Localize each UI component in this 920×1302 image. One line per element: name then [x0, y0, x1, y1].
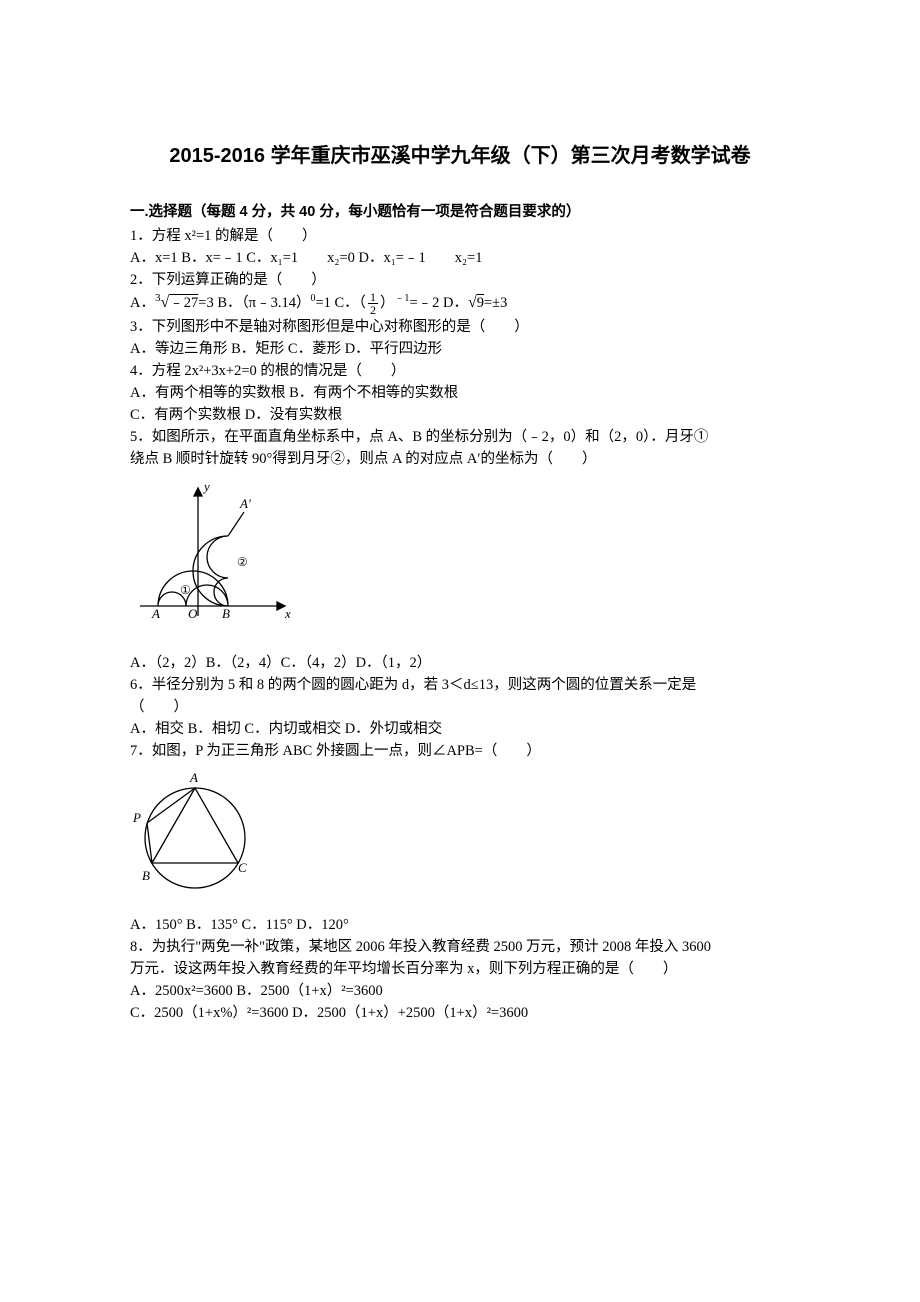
- q7-figure: A B C P: [130, 768, 790, 908]
- q5-figure: y x A O B A′ ① ②: [130, 476, 790, 646]
- q2-text: 2．下列运算正确的是（ ）: [130, 269, 790, 291]
- svg-text:A′: A′: [239, 496, 251, 511]
- fraction-half: 12: [368, 291, 378, 316]
- q8-text-1: 8．为执行"两免一补"政策，某地区 2006 年投入教育经费 2500 万元，预…: [130, 936, 790, 958]
- svg-text:P: P: [132, 810, 141, 825]
- q7-text: 7．如图，P 为正三角形 ABC 外接圆上一点，则∠APB=（ ）: [130, 740, 790, 762]
- q8-options-2: C．2500（1+x%）²=3600 D．2500（1+x）+2500（1+x）…: [130, 1002, 790, 1024]
- eq3: =3: [198, 295, 213, 311]
- sup-neg1: ﹣1: [394, 293, 409, 304]
- q2-options: A．3√﹣27=3 B．（π﹣3.14）0=1 C．（12）﹣1=﹣2 D．√9…: [130, 291, 790, 316]
- q5-text-2: 绕点 B 顺时针旋转 90°得到月牙②，则点 A 的对应点 A′的坐标为（ ）: [130, 448, 790, 470]
- q5-options: A．（2，2）B．（2，4）C．（4，2）D．（1，2）: [130, 652, 790, 674]
- svg-text:C: C: [238, 860, 247, 875]
- q8-options-1: A．2500x²=3600 B．2500（1+x）²=3600: [130, 980, 790, 1002]
- eq-neg2-d: =﹣2 D．: [409, 295, 468, 311]
- q4-options-1: A．有两个相等的实数根 B．有两个不相等的实数根: [130, 382, 790, 404]
- q1-options: A．x=1 B．x=﹣1 C．x₁=1 x₂=0 D．x₁=﹣1 x₂=1: [130, 247, 790, 269]
- svg-text:①: ①: [180, 583, 191, 597]
- svg-text:A: A: [189, 770, 198, 785]
- q6-options: A．相交 B．相切 C．内切或相交 D．外切或相交: [130, 718, 790, 740]
- svg-text:B: B: [222, 606, 230, 621]
- q7-options: A．150° B．135° C．115° D．120°: [130, 914, 790, 936]
- section-header: 一.选择题（每题 4 分，共 40 分，每小题恰有一项是符合题目要求的）: [130, 200, 790, 221]
- svg-text:O: O: [188, 606, 198, 621]
- eq-pm3: =±3: [484, 295, 507, 311]
- q3-text: 3．下列图形中不是轴对称图形但是中心对称图形的是（ ）: [130, 316, 790, 338]
- svg-text:y: y: [202, 479, 210, 494]
- svg-text:x: x: [284, 606, 291, 621]
- q3-options: A．等边三角形 B．矩形 C．菱形 D．平行四边形: [130, 338, 790, 360]
- q5-text-1: 5．如图所示，在平面直角坐标系中，点 A、B 的坐标分别为（﹣2，0）和（2，0…: [130, 426, 790, 448]
- q2-opt-a-prefix: A．: [130, 295, 155, 311]
- q6-text-2: （ ）: [130, 696, 790, 718]
- eq1-and-c: =1 C．（: [315, 295, 365, 311]
- q4-options-2: C．有两个实数根 D．没有实数根: [130, 404, 790, 426]
- svg-text:②: ②: [237, 555, 248, 569]
- q6-text-1: 6．半径分别为 5 和 8 的两个圆的圆心距为 d，若 3＜d≤13，则这两个圆…: [130, 674, 790, 696]
- radicand-9: 9: [477, 295, 484, 311]
- q8-text-2: 万元．设这两年投入教育经费的年平均增长百分率为 x，则下列方程正确的是（ ）: [130, 958, 790, 980]
- close-paren: ）: [380, 295, 395, 311]
- svg-text:A: A: [151, 606, 160, 621]
- q4-text: 4．方程 2x²+3x+2=0 的根的情况是（ ）: [130, 360, 790, 382]
- page-title: 2015-2016 学年重庆市巫溪中学九年级（下）第三次月考数学试卷: [130, 140, 790, 172]
- radicand-27: ﹣27: [169, 295, 198, 311]
- svg-text:B: B: [142, 868, 150, 883]
- q1-text: 1．方程 x²=1 的解是（ ）: [130, 225, 790, 247]
- q2-opt-b: B．（π﹣3.14）: [214, 295, 311, 311]
